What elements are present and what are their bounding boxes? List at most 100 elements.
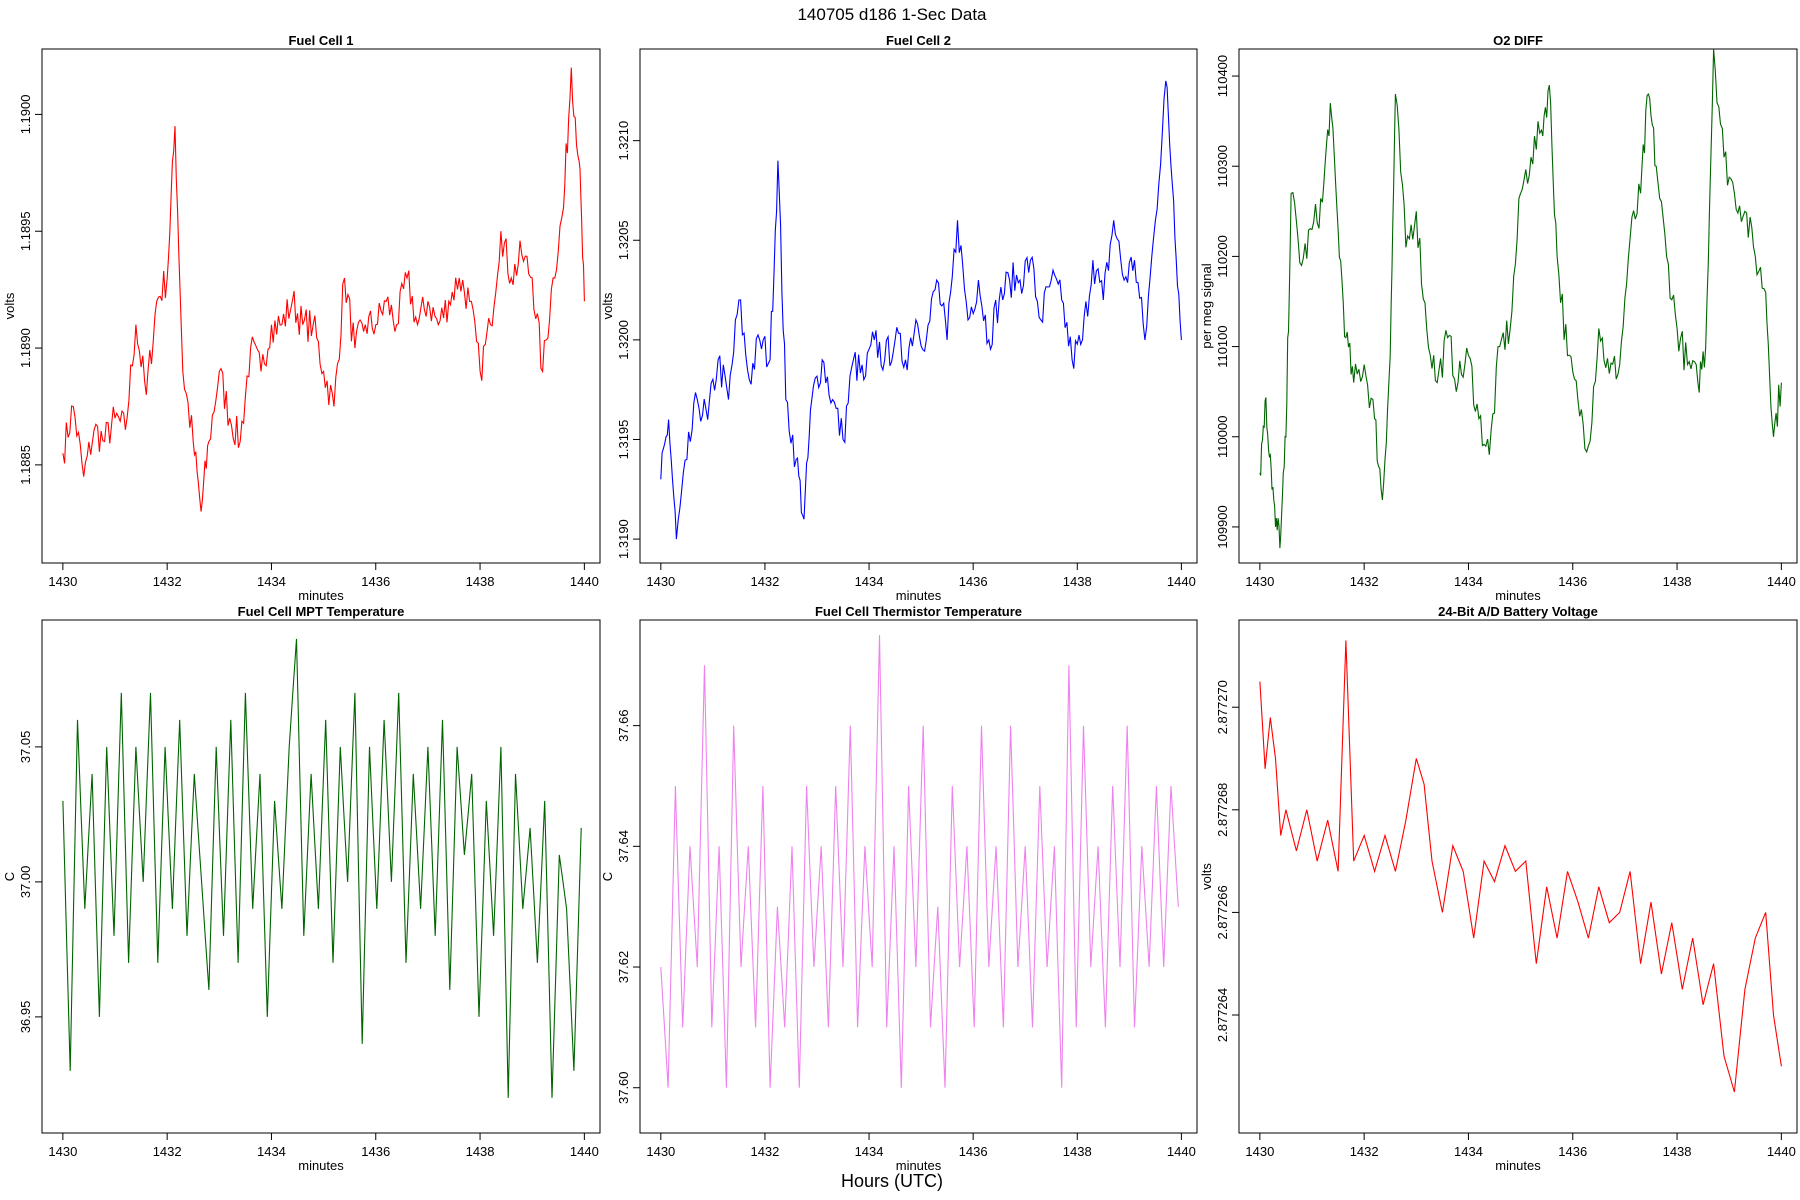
y-tick-label: 1.1890	[18, 328, 33, 368]
y-tick-label: 37.62	[616, 951, 631, 984]
x-tick-label: 1436	[959, 574, 988, 589]
y-tick-label: 1.3200	[616, 320, 631, 360]
x-tick-label: 1430	[646, 1144, 675, 1159]
y-tick-label: 109900	[1215, 505, 1230, 548]
x-tick-label: 1432	[153, 1144, 182, 1159]
y-tick-label: 1.3205	[616, 220, 631, 260]
y-tick-label: 37.05	[18, 731, 33, 764]
y-tick-label: 110100	[1215, 325, 1230, 367]
y-tick-label: 110400	[1215, 55, 1230, 97]
y-tick-label: 1.1900	[18, 95, 33, 135]
plot-frame	[41, 48, 601, 564]
y-tick-label: 36.95	[18, 1001, 33, 1034]
x-axis-label: minutes	[1495, 1158, 1541, 1173]
x-tick-label: 1440	[1167, 1144, 1196, 1159]
y-tick-label: 2.877270	[1215, 680, 1230, 734]
x-tick-label: 1438	[466, 574, 495, 589]
x-tick-label: 1434	[257, 1144, 286, 1159]
x-axis-label: minutes	[896, 1158, 942, 1173]
panel-title: Fuel Cell Thermistor Temperature	[815, 604, 1022, 619]
x-tick-label: 1440	[1767, 1144, 1796, 1159]
y-tick-label: 37.00	[18, 866, 33, 899]
panel-5: Fuel Cell Thermistor Temperature 1430 1432…	[600, 604, 1198, 1173]
y-axis-label: volts	[1199, 863, 1214, 890]
x-tick-label: 1436	[1558, 574, 1587, 589]
plot-frame	[1238, 48, 1798, 564]
x-tick-label: 1430	[1245, 1144, 1274, 1159]
x-axis-label: minutes	[896, 588, 942, 603]
plot-frame	[639, 48, 1198, 564]
y-tick-label: 110000	[1215, 416, 1230, 458]
x-tick-label: 1440	[1767, 574, 1796, 589]
y-tick-label: 37.66	[616, 709, 631, 742]
y-tick-label: 37.60	[616, 1071, 631, 1104]
x-tick-label: 1438	[466, 1144, 495, 1159]
panels-group: Fuel Cell 1 1430 1432 1434 1436 1438 1440 minut…	[2, 33, 1798, 1173]
x-tick-label: 1432	[750, 1144, 779, 1159]
x-axis-label: minutes	[1495, 588, 1541, 603]
y-axis-label: volts	[600, 292, 615, 319]
figure-title: 140705 d186 1-Sec Data	[797, 5, 987, 24]
x-tick-label: 1432	[1350, 574, 1379, 589]
y-tick-label: 2.877266	[1215, 885, 1230, 939]
panel-title: O2 DIFF	[1493, 33, 1543, 48]
y-tick-label: 1.1895	[18, 211, 33, 251]
x-tick-label: 1438	[1663, 1144, 1692, 1159]
x-tick-label: 1440	[570, 574, 599, 589]
plot-frame	[1238, 619, 1798, 1134]
x-tick-label: 1434	[855, 1144, 884, 1159]
y-tick-label: 1.3210	[616, 121, 631, 161]
series-line	[1259, 48, 1782, 549]
x-tick-label: 1440	[570, 1144, 599, 1159]
x-tick-label: 1436	[361, 1144, 390, 1159]
series-line	[1259, 640, 1782, 1093]
y-tick-label: 1.3190	[616, 519, 631, 559]
panel-3: O2 DIFF 1430 1432 1434 1436 1438 1440 minutes 10…	[1199, 33, 1798, 603]
x-tick-label: 1432	[153, 574, 182, 589]
y-tick-label: 37.64	[616, 830, 631, 863]
plot-frame	[639, 619, 1198, 1134]
y-axis-label: volts	[2, 292, 17, 319]
x-tick-label: 1436	[361, 574, 390, 589]
x-tick-label: 1438	[1663, 574, 1692, 589]
y-tick-label: 2.877264	[1215, 988, 1230, 1042]
y-tick-label: 2.877268	[1215, 783, 1230, 837]
x-axis-label: minutes	[298, 1158, 344, 1173]
panel-title: Fuel Cell 1	[288, 33, 353, 48]
plot-frame	[41, 619, 601, 1134]
y-tick-label: 110300	[1215, 145, 1230, 187]
x-tick-label: 1430	[48, 574, 77, 589]
x-tick-label: 1436	[1558, 1144, 1587, 1159]
panel-6: 24-Bit A/D Battery Voltage 1430 1432 1434 14…	[1199, 604, 1798, 1173]
panel-title: Fuel Cell 2	[886, 33, 951, 48]
x-tick-label: 1430	[48, 1144, 77, 1159]
x-tick-label: 1432	[1350, 1144, 1379, 1159]
y-axis-label: C	[600, 872, 615, 881]
panel-title: 24-Bit A/D Battery Voltage	[1438, 604, 1598, 619]
x-tick-label: 1440	[1167, 574, 1196, 589]
y-tick-label: 1.3195	[616, 420, 631, 460]
series-line	[660, 635, 1179, 1088]
y-axis-label: C	[2, 872, 17, 881]
y-axis-label: per meg signal	[1199, 263, 1214, 348]
x-tick-label: 1438	[1063, 574, 1092, 589]
x-tick-label: 1438	[1063, 1144, 1092, 1159]
panel-title: Fuel Cell MPT Temperature	[238, 604, 405, 619]
series-line	[660, 80, 1182, 540]
series-line	[62, 67, 585, 512]
series-line	[62, 638, 582, 1098]
y-tick-label: 110200	[1215, 235, 1230, 277]
panel-4: Fuel Cell MPT Temperature 1430 1432 1434 143…	[2, 604, 601, 1173]
panel-2: Fuel Cell 2 1430 1432 1434 1436 1438 1440 minut…	[600, 33, 1198, 603]
x-axis-label: minutes	[298, 588, 344, 603]
x-tick-label: 1430	[646, 574, 675, 589]
x-tick-label: 1434	[257, 574, 286, 589]
x-tick-label: 1434	[1454, 574, 1483, 589]
y-tick-label: 1.1885	[18, 445, 33, 485]
x-tick-label: 1430	[1245, 574, 1274, 589]
x-tick-label: 1436	[959, 1144, 988, 1159]
x-tick-label: 1432	[750, 574, 779, 589]
x-tick-label: 1434	[855, 574, 884, 589]
